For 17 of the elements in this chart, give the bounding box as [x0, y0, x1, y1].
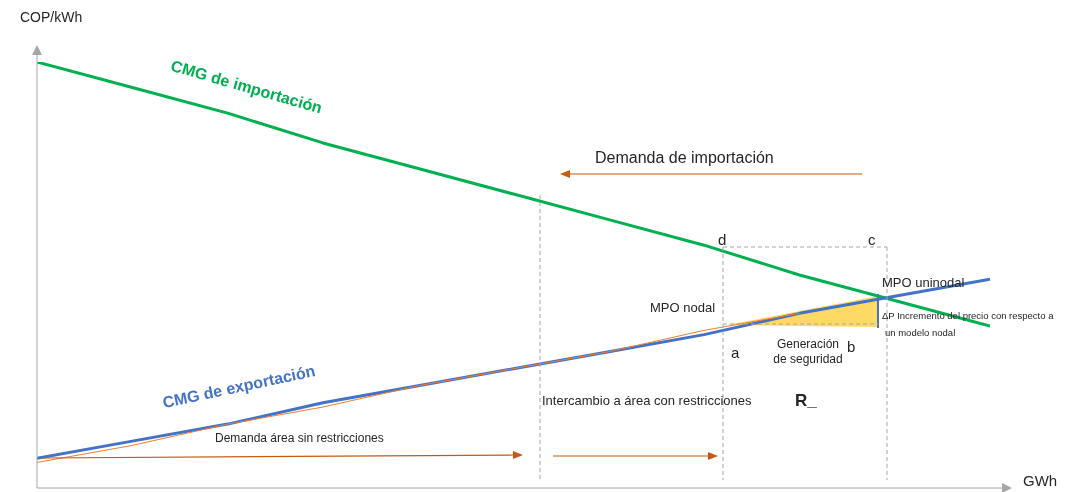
annotation: un modelo nodal: [885, 327, 956, 338]
annotation: Generación: [776, 337, 840, 351]
x-axis-title: GWh: [1023, 472, 1058, 489]
annotation: Demanda área sin restricciones: [215, 431, 384, 445]
annotation: MPO nodal: [650, 300, 716, 315]
annotation: b: [847, 338, 856, 355]
annotation: ΔP Incremento del precio con respecto a: [882, 310, 1055, 321]
annotation: Intercambio a área con restricciones: [542, 393, 753, 408]
annotation: d: [718, 231, 727, 248]
annotation: c: [868, 231, 876, 248]
annotation: MPO uninodal: [882, 275, 965, 290]
text: CMG de exportación: [161, 362, 317, 412]
annotation: R_: [795, 391, 818, 410]
annotation: de seguridad: [773, 352, 843, 366]
annotation: Demanda de importación: [595, 149, 774, 166]
y-axis-title: COP/kWh: [20, 9, 83, 25]
annotation: a: [731, 344, 740, 361]
